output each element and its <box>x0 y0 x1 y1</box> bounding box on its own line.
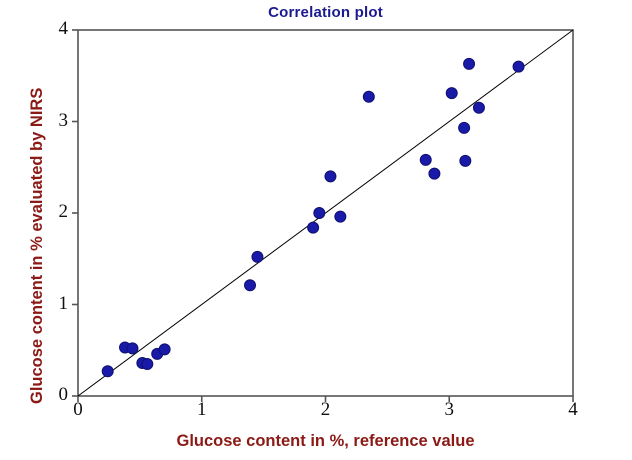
y-tick-label: 0 <box>58 384 69 405</box>
data-point <box>141 357 154 370</box>
data-point <box>472 101 485 114</box>
y-axis-label: Glucose content in % evaluated by NIRS <box>28 87 46 404</box>
y-tick-label: 4 <box>58 18 69 39</box>
data-point <box>101 365 114 378</box>
axis-tick-marks <box>72 29 574 402</box>
data-point <box>251 250 264 263</box>
data-point <box>158 343 171 356</box>
x-tick-label: 0 <box>73 399 83 420</box>
data-point <box>313 207 326 219</box>
data-point <box>428 167 441 180</box>
y-tick-label: 2 <box>58 201 69 222</box>
y-axis-label-container: Glucose content in % evaluated by NIRS <box>0 0 46 420</box>
data-point <box>419 153 432 166</box>
data-point <box>512 60 525 73</box>
y-tick-label: 3 <box>58 109 69 131</box>
data-point <box>458 121 471 134</box>
data-point <box>362 90 375 103</box>
data-point <box>307 221 320 234</box>
x-tick-label: 4 <box>568 399 578 420</box>
identity-reference-line <box>77 29 574 397</box>
data-point <box>244 279 257 292</box>
data-point <box>459 154 472 167</box>
data-point <box>463 57 476 70</box>
data-point <box>324 170 337 183</box>
data-point <box>334 210 347 223</box>
x-tick-label: 1 <box>197 399 207 420</box>
data-point <box>445 87 458 100</box>
data-point-group <box>101 57 525 378</box>
x-axis-label: Glucose content in %, reference value <box>176 432 475 450</box>
data-point <box>126 342 139 355</box>
y-tick-label: 1 <box>58 292 69 314</box>
x-tick-label: 2 <box>320 399 331 420</box>
x-tick-label: 3 <box>444 399 455 420</box>
page-title: Correlation plot <box>268 4 383 21</box>
